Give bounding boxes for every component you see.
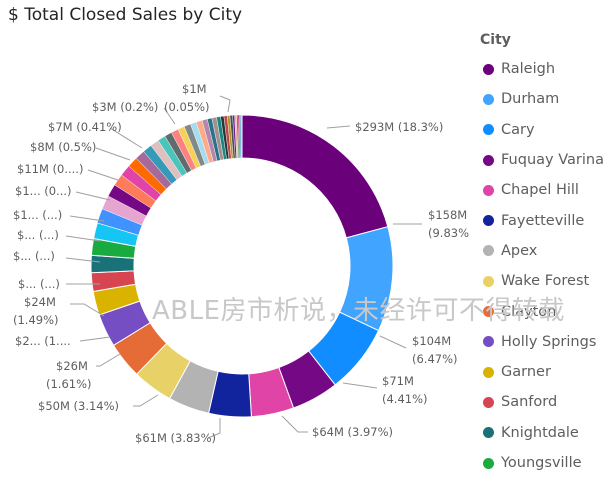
leader-line [379,335,407,349]
data-label: (6.47%) [412,352,458,366]
legend-swatch [483,366,494,378]
legend-item-holly-springs[interactable]: Holly Springs [466,327,606,357]
legend-item-youngsville[interactable]: Youngsville [466,448,606,478]
legend-item-wake-forest[interactable]: Wake Forest [466,266,606,296]
leader-line [342,382,378,389]
data-label: $1... (...) [13,208,62,222]
legend-swatch [483,457,494,469]
data-label: $7M (0.41%) [48,120,122,134]
legend-swatch [483,336,494,348]
leader-line [65,257,101,263]
legend-item-garner[interactable]: Garner [466,357,606,387]
legend-item-durham[interactable]: Durham [466,84,606,114]
legend-label: Garner [501,364,551,381]
legend-label: Youngsville [501,455,582,471]
leader-line [96,353,121,367]
legend-label: Clayton [501,303,557,320]
data-label: $158M [428,208,467,222]
legend-label: Sanford [501,394,558,411]
legend-item-fayetteville[interactable]: Fayetteville [466,205,606,235]
data-label: $1... (0...) [15,184,72,198]
data-label: (1.49%) [13,313,59,327]
leader-line [75,191,111,201]
leader-line [163,107,176,125]
leader-line [79,336,111,342]
legend-item-sanford[interactable]: Sanford [466,387,606,417]
legend-item-raleigh[interactable]: Raleigh [466,54,606,84]
data-label: $61M (3.83%) [135,431,216,445]
data-label: $11M (0....) [17,162,83,176]
slice-city-46[interactable] [241,114,243,159]
data-label: $2... (1.... [15,334,71,348]
legend-swatch [483,427,494,439]
legend-swatch [483,154,494,166]
data-label: (4.41%) [382,392,428,406]
data-label: $3M (0.2%) [92,100,158,114]
legend-label: Knightdale [501,424,579,441]
leader-line [281,415,308,433]
legend-item-clayton[interactable]: Clayton [466,296,606,326]
data-label: $... (...) [13,249,55,263]
legend-label: Durham [501,91,560,108]
leader-line [87,169,119,181]
data-label: $71M [382,374,414,388]
data-label: $64M (3.97%) [312,425,393,439]
data-labels: $293M (18.3%) $158M (9.83%) $104M (6.47%) $71… [13,82,470,445]
legend-items: Raleigh Durham Cary Fuquay Varina Chapel Hil… [466,54,606,478]
leader-line [207,418,221,439]
donut-slices [90,114,394,418]
legend-swatch [483,306,494,318]
legend-label: Wake Forest [501,273,590,290]
legend-item-apex[interactable]: Apex [466,236,606,266]
leader-line [133,394,159,407]
data-label: $8M (0.5%) [30,140,96,154]
legend-swatch [483,124,494,136]
legend-swatch [483,396,494,408]
data-label: $50M (3.14%) [38,399,119,413]
leader-line [109,127,143,149]
legend-label: Fuquay Varina [501,152,604,169]
leader-line [219,95,231,113]
legend-title: City [480,32,511,48]
data-label: (9.83%) [428,226,470,240]
legend-item-cary[interactable]: Cary [466,115,606,145]
leader-line [70,303,105,317]
data-label: (0.05%) [164,100,210,114]
data-label: (1.61%) [46,377,92,391]
legend-label: Apex [501,242,538,259]
data-label: $... (...) [18,277,60,291]
legend-swatch [483,275,494,287]
legend-label: Cary [501,121,535,138]
data-label: $... (...) [17,228,59,242]
data-label: $293M (18.3%) [355,120,443,134]
legend-label: Chapel Hill [501,182,579,199]
legend-swatch [483,93,494,105]
leader-line [69,215,105,222]
data-label: $26M [56,359,88,373]
legend-item-knightdale[interactable]: Knightdale [466,418,606,448]
legend-label: Raleigh [501,61,556,78]
leader-line [95,147,131,161]
legend-swatch [483,184,494,196]
donut-chart: $293M (18.3%) $158M (9.83%) $104M (6.47%) $71… [13,82,470,445]
data-label: $1M [182,82,207,96]
data-label: $24M [24,295,56,309]
watermark-text: ABLE房市析说，未经许可不得转载 [152,296,566,326]
legend-item-chapel-hill[interactable]: Chapel Hill [466,175,606,205]
legend-item-fuquay-varina[interactable]: Fuquay Varina [466,145,606,175]
legend-label: Holly Springs [501,333,597,350]
data-label: $104M [412,334,451,348]
label-leader-lines [65,95,422,439]
leader-line [326,125,351,129]
legend-swatch [483,215,494,227]
leader-line [65,235,101,242]
legend-label: Fayetteville [501,212,585,229]
legend-swatch [483,245,494,257]
legend: City Raleigh Durham Cary Fuquay Varina Chape… [466,32,606,478]
chart-title: $ Total Closed Sales by City [8,5,243,25]
legend-swatch [483,63,494,75]
